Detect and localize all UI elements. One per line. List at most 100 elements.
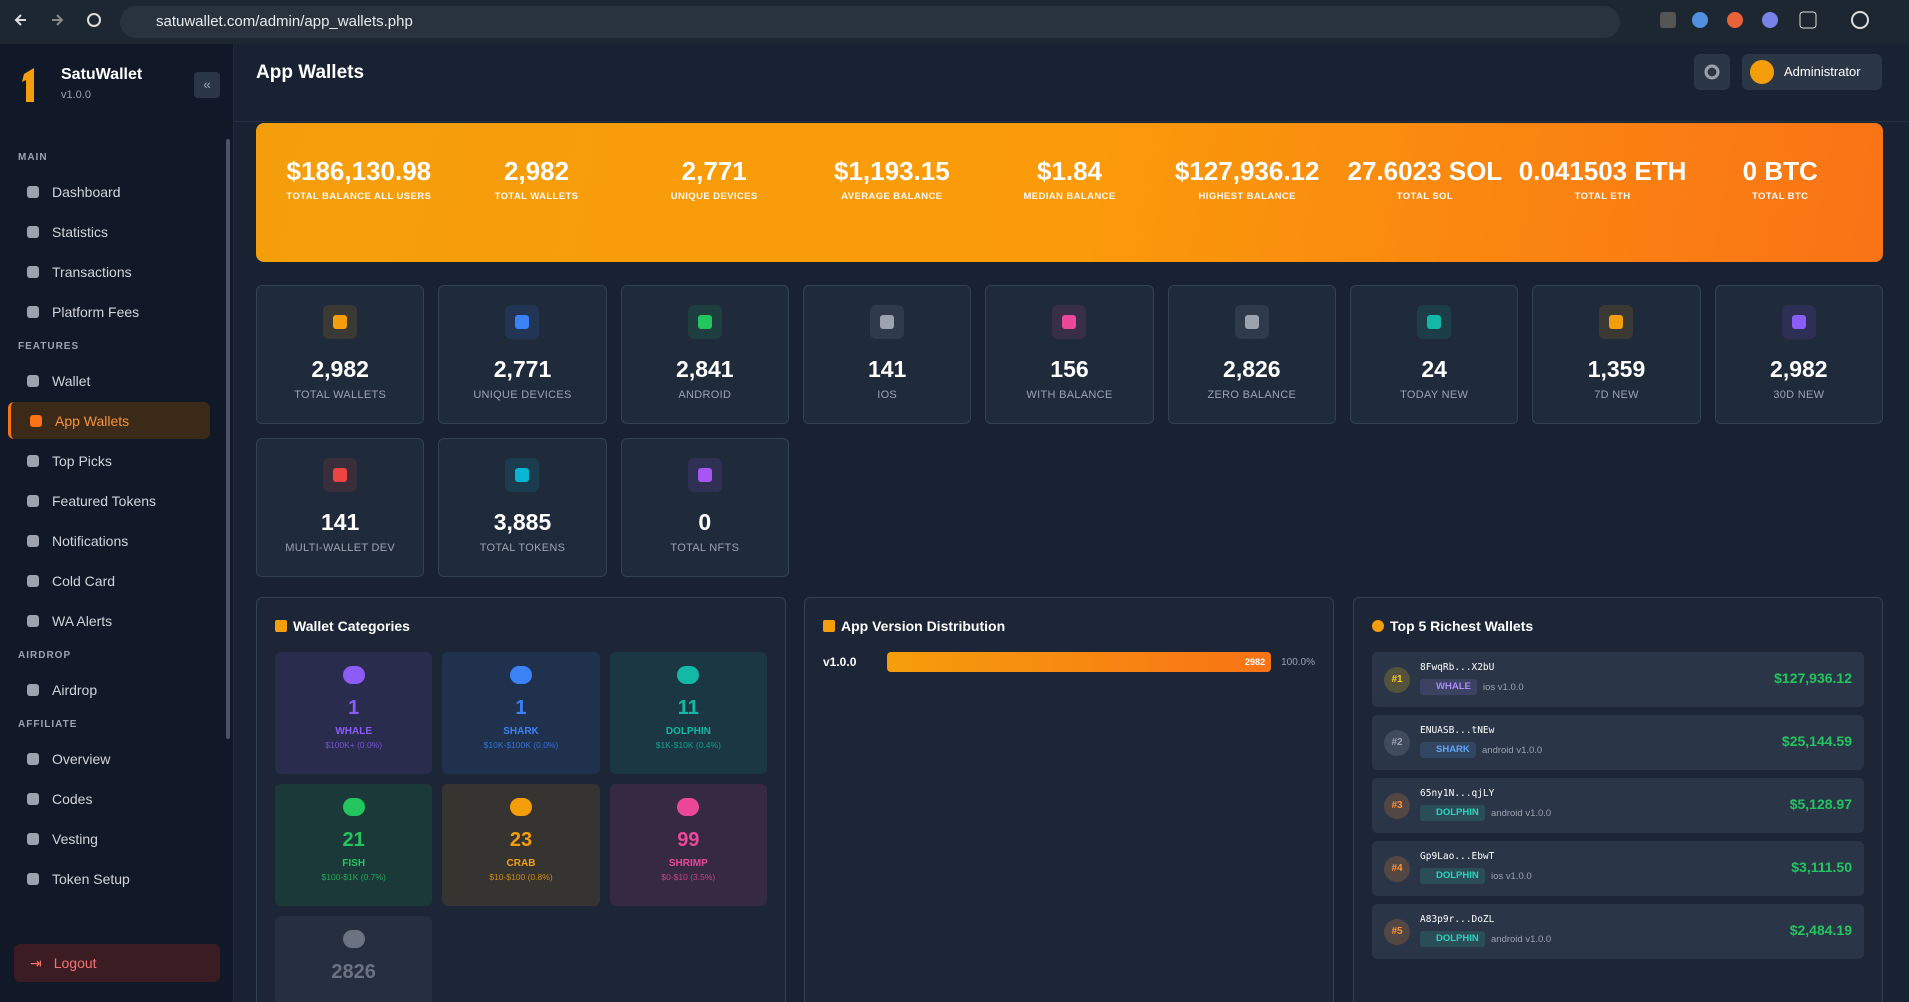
stat-label: ANDROID — [678, 389, 732, 401]
richest-wallet[interactable]: #3 65ny1N...qjLY DOLPHIN android v1.0.0 $5,1… — [1372, 778, 1864, 833]
nav-icon — [27, 374, 39, 387]
wallet-platform: android v1.0.0 — [1491, 934, 1552, 945]
nav-icon — [27, 494, 39, 507]
richest-wallet[interactable]: #1 8FwqRb...X2bU WHALE ios v1.0.0 $127,936.1… — [1372, 652, 1864, 707]
nav-item[interactable]: Top Picks — [8, 442, 210, 479]
nav-label: Overview — [52, 750, 111, 767]
nav-item[interactable]: App Wallets — [8, 402, 210, 439]
category-count: 23 — [509, 829, 533, 851]
stat-icon — [687, 458, 722, 492]
logo — [22, 68, 34, 102]
nav-item[interactable]: Vesting — [8, 820, 210, 857]
nav-item[interactable]: Transactions — [8, 253, 210, 290]
banner-stat: 2,771 UNIQUE DEVICES — [625, 151, 803, 262]
nav-icon — [27, 683, 39, 696]
stat-card: 141 MULTI-WALLET DEV — [256, 438, 425, 577]
nav-item[interactable]: Dashboard — [8, 173, 210, 210]
nav-icon — [27, 792, 39, 805]
nav-icon — [27, 454, 39, 467]
rank-badge: #2 — [1384, 730, 1410, 756]
settings-button[interactable] — [1694, 54, 1730, 90]
nav-buttons[interactable] — [0, 0, 110, 44]
stat-icon — [1234, 305, 1269, 339]
browser-extensions[interactable] — [1640, 0, 1900, 44]
nav-item[interactable]: Featured Tokens — [8, 482, 210, 519]
nav-item[interactable]: WA Alerts — [8, 602, 210, 639]
richest-panel: Top 5 Richest Wallets #1 8FwqRb...X2bU WHAL… — [1353, 597, 1883, 1002]
nav-section-title: AFFILIATE — [18, 719, 78, 730]
stat-card: 2,982 TOTAL WALLETS — [256, 285, 425, 424]
nav-label: Codes — [52, 790, 93, 807]
stat-icon — [687, 305, 722, 339]
richest-wallet[interactable]: #2 ENUASB...tNEw SHARK android v1.0.0 $25,14… — [1372, 715, 1864, 770]
richest-wallet[interactable]: #5 A83p9r...DoZL DOLPHIN android v1.0.0 $2,4… — [1372, 904, 1864, 959]
category-grid: 1 WHALE $100K+ (0.0%) 1 SHARK $10K-$100K (0.0… — [275, 652, 767, 1002]
banner-stat: $1,193.15 AVERAGE BALANCE — [803, 151, 981, 262]
brand-version: v1.0.0 — [61, 89, 91, 101]
banner-value: $186,130.98 — [286, 156, 432, 186]
category-count: 1 — [515, 697, 527, 719]
version-row: v1.0.0 2982 100.0% — [823, 652, 1315, 672]
category-range: $100K+ (0.0%) — [325, 740, 383, 750]
category-card: 1 SHARK $10K-$100K (0.0%) — [442, 652, 600, 774]
wallet-address: 8FwqRb...X2bU — [1420, 662, 1495, 673]
nav-item[interactable]: Notifications — [8, 522, 210, 559]
category-card: 2826 — [275, 916, 433, 1002]
stat-label: IOS — [877, 389, 898, 401]
banner-label: HIGHEST BALANCE — [1198, 191, 1296, 202]
nav-item[interactable]: Platform Fees — [8, 293, 210, 330]
user-menu[interactable]: Administrator — [1742, 54, 1882, 90]
wallet-balance: $2,484.19 — [1789, 922, 1852, 938]
icon-glyph — [515, 315, 530, 329]
banner-stat: 0.041503 ETH TOTAL ETH — [1514, 151, 1692, 262]
collapse-button[interactable]: « — [194, 72, 220, 98]
nav-item[interactable]: Airdrop — [8, 671, 210, 708]
nav-item[interactable]: Wallet — [8, 362, 210, 399]
nav-item[interactable]: Codes — [8, 780, 210, 817]
nav-label: App Wallets — [55, 412, 130, 429]
nav-label: Statistics — [52, 223, 109, 240]
nav-item[interactable]: Cold Card — [8, 562, 210, 599]
banner-label: TOTAL SOL — [1396, 191, 1454, 202]
version-share: 100.0% — [1281, 656, 1315, 668]
icon-glyph — [1427, 315, 1442, 329]
stat-icon — [505, 305, 540, 339]
address-bar[interactable]: satuwallet.com/admin/app_wallets.php — [120, 6, 1620, 38]
banner-label: AVERAGE BALANCE — [841, 191, 943, 202]
stat-icon — [1417, 305, 1452, 339]
wallet-platform: android v1.0.0 — [1482, 745, 1543, 756]
nav-label: Platform Fees — [52, 303, 140, 320]
stat-value: 1,359 — [1587, 356, 1646, 382]
stat-label: 7D NEW — [1594, 389, 1639, 401]
category-range: $1K-$10K (0.4%) — [655, 740, 721, 750]
stat-value: 2,982 — [311, 356, 369, 382]
stat-icon — [1599, 305, 1634, 339]
nav-item[interactable]: Overview — [8, 740, 210, 777]
banner-stat: 2,982 TOTAL WALLETS — [448, 151, 626, 262]
wallet-address: A83p9r...DoZL — [1420, 914, 1495, 925]
nav-item[interactable]: Token Setup — [8, 860, 210, 897]
nav-label: Top Picks — [52, 452, 112, 469]
category-name: DOLPHIN — [665, 726, 711, 737]
stat-card: 2,841 ANDROID — [620, 285, 789, 424]
icon-glyph — [515, 468, 530, 482]
banner-value: 0.041503 ETH — [1518, 156, 1687, 186]
nav-item[interactable]: Statistics — [8, 213, 210, 250]
nav-icon — [27, 534, 39, 547]
nav-label: Featured Tokens — [52, 492, 157, 509]
banner-label: TOTAL WALLETS — [494, 191, 579, 202]
stat-value: 141 — [320, 509, 360, 535]
panel-title: Wallet Categories — [293, 618, 410, 634]
category-name: SHARK — [503, 726, 539, 737]
stat-icon — [1052, 305, 1087, 339]
icon-glyph — [333, 468, 348, 482]
category-card: 23 CRAB $10-$100 (0.8%) — [442, 784, 600, 906]
richest-wallet[interactable]: #4 Gp9Lao...EbwT DOLPHIN ios v1.0.0 $3,111.5… — [1372, 841, 1864, 896]
logout-button[interactable]: ⇥ Logout — [14, 944, 220, 982]
banner-value: 2,771 — [681, 156, 747, 186]
stat-label: MULTI-WALLET DEV — [285, 542, 396, 554]
stat-card: 0 TOTAL NFTS — [620, 438, 789, 577]
icon-glyph — [1791, 315, 1806, 329]
stat-value: 156 — [1050, 356, 1089, 382]
